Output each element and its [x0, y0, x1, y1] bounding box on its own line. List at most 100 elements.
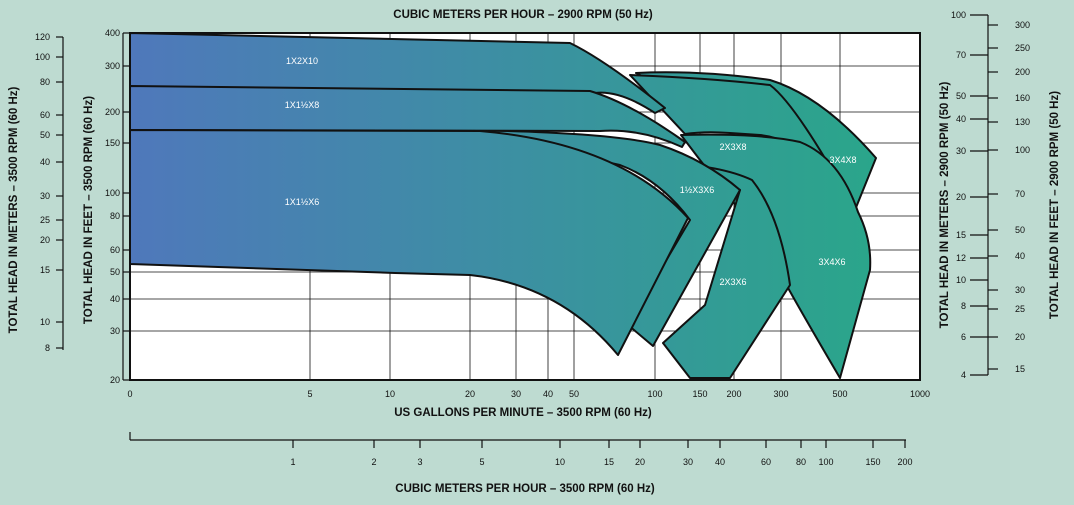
y-tick-meters60: 120 [35, 32, 50, 42]
label-1-5x3x6: 1½X3X6 [680, 185, 715, 195]
label-2x3x8: 2X3X8 [719, 142, 746, 152]
y-tick-feet50: 200 [1015, 67, 1030, 77]
x-tick-m3h: 60 [761, 457, 771, 467]
y-tick-meters60: 40 [40, 157, 50, 167]
x-tick-m3h: 80 [796, 457, 806, 467]
region-1x1-5x6 [129, 129, 689, 356]
y-tick-feet60: 60 [110, 245, 120, 255]
y-tick-meters50: 4 [961, 370, 966, 380]
y-tick-meters60: 60 [40, 110, 50, 120]
x-tick-m3h: 200 [897, 457, 912, 467]
y-tick-feet60: 40 [110, 294, 120, 304]
y-tick-feet50: 250 [1015, 43, 1030, 53]
x-tick-gpm: 10 [385, 389, 395, 399]
top-axis-title: CUBIC METERS PER HOUR – 2900 RPM (50 Hz) [393, 9, 653, 21]
x-tick-gpm: 5 [307, 389, 312, 399]
y-tick-meters60: 15 [40, 265, 50, 275]
x-tick-m3h: 15 [604, 457, 614, 467]
y-tick-meters50: 12 [956, 253, 966, 263]
label-2x3x6: 2X3X6 [719, 277, 746, 287]
label-1x1-5x8: 1X1½X8 [285, 100, 320, 110]
label-1x1-5x6: 1X1½X6 [285, 197, 320, 207]
y-tick-meters60: 20 [40, 235, 50, 245]
x-tick-gpm: 20 [465, 389, 475, 399]
x-tick-gpm: 50 [569, 389, 579, 399]
y-axis-title-left-inner: TOTAL HEAD IN FEET – 3500 RPM (60 Hz) [83, 96, 95, 324]
y-tick-meters50: 40 [956, 114, 966, 124]
x-axis-gpm-ticks: 0 5 10 20 30 40 50 100 150 200 300 500 1000 [127, 389, 930, 399]
y-tick-feet50: 25 [1015, 304, 1025, 314]
y-tick-meters50: 8 [961, 301, 966, 311]
y-tick-feet50: 300 [1015, 20, 1030, 30]
y-tick-meters50: 10 [956, 275, 966, 285]
y-tick-feet60: 80 [110, 211, 120, 221]
x-tick-m3h: 2 [371, 457, 376, 467]
y-tick-feet50: 160 [1015, 93, 1030, 103]
label-3x4x6: 3X4X6 [818, 257, 845, 267]
region-1-5x3x6 [459, 129, 741, 347]
x-tick-m3h: 150 [865, 457, 880, 467]
y-tick-feet50: 70 [1015, 189, 1025, 199]
x-tick-m3h: 3 [417, 457, 422, 467]
x-tick-gpm: 500 [832, 389, 847, 399]
y-tick-feet60: 20 [110, 375, 120, 385]
y-tick-meters60: 30 [40, 191, 50, 201]
y-axis-feet-60hz-ticks: 400 300 200 150 100 80 60 50 40 30 20 [105, 28, 130, 385]
x-tick-m3h: 10 [555, 457, 565, 467]
y-tick-meters60: 8 [45, 343, 50, 353]
y-tick-feet50: 20 [1015, 332, 1025, 342]
plot-frame [129, 32, 921, 381]
region-labels: 1X2X10 1X1½X8 1X1½X6 1½X3X6 2X3X8 2X3X6 … [285, 56, 857, 287]
x-tick-gpm: 40 [543, 389, 553, 399]
x-tick-gpm: 150 [692, 389, 707, 399]
y-axis-title-left-outer: TOTAL HEAD IN METERS – 3500 RPM (60 Hz) [8, 87, 20, 334]
x-tick-m3h: 1 [290, 457, 295, 467]
y-tick-meters60: 100 [35, 52, 50, 62]
y-tick-meters50: 20 [956, 192, 966, 202]
y-tick-feet60: 30 [110, 326, 120, 336]
y-tick-feet60: 200 [105, 107, 120, 117]
pump-regions [129, 32, 877, 379]
x-tick-gpm: 30 [511, 389, 521, 399]
x-tick-m3h: 40 [715, 457, 725, 467]
x-tick-m3h: 20 [635, 457, 645, 467]
y-tick-meters50: 6 [961, 332, 966, 342]
y-axis-meters-50hz-ticks: 100 70 50 40 30 20 15 12 10 8 6 4 [951, 10, 988, 380]
y-tick-feet50: 130 [1015, 117, 1030, 127]
y-tick-meters60: 80 [40, 77, 50, 87]
region-1x2x10 [129, 32, 666, 114]
y-tick-meters60: 50 [40, 130, 50, 140]
y-tick-meters50: 30 [956, 146, 966, 156]
y-tick-feet50: 40 [1015, 251, 1025, 261]
x-tick-m3h: 100 [818, 457, 833, 467]
x-tick-gpm: 0 [127, 389, 132, 399]
y-axis-meters-60hz-ticks: 120 100 80 60 50 40 30 25 20 15 10 8 [35, 32, 63, 353]
y-tick-feet50: 50 [1015, 225, 1025, 235]
x-tick-m3h: 5 [479, 457, 484, 467]
y-tick-meters50: 50 [956, 91, 966, 101]
y-tick-feet60: 400 [105, 28, 120, 38]
label-1x2x10: 1X2X10 [286, 56, 318, 66]
y-tick-feet50: 15 [1015, 364, 1025, 374]
y-tick-meters50: 15 [956, 230, 966, 240]
y-tick-feet60: 300 [105, 61, 120, 71]
x-axis-title: US GALLONS PER MINUTE – 3500 RPM (60 Hz) [394, 407, 652, 419]
y-tick-feet50: 100 [1015, 145, 1030, 155]
y-tick-feet60: 150 [105, 138, 120, 148]
y-tick-meters50: 100 [951, 10, 966, 20]
label-3x4x8: 3X4X8 [829, 155, 856, 165]
y-tick-feet50: 30 [1015, 285, 1025, 295]
y-tick-meters50: 70 [956, 50, 966, 60]
y-tick-meters60: 10 [40, 317, 50, 327]
y-tick-feet60: 100 [105, 188, 120, 198]
y-tick-meters60: 25 [40, 215, 50, 225]
bottom-axis-title: CUBIC METERS PER HOUR – 3500 RPM (60 Hz) [395, 483, 655, 495]
y-axis-feet-50hz-ticks: 300 250 200 160 130 100 70 50 40 30 25 20 15 [988, 20, 1030, 374]
x-axis-m3h-60hz-ticks: 1 2 3 5 10 15 20 30 40 60 80 100 150 200 [129, 432, 913, 467]
y-axis-title-right-inner: TOTAL HEAD IN METERS – 2900 RPM (50 Hz) [939, 82, 951, 329]
x-tick-gpm: 300 [773, 389, 788, 399]
y-axis-title-right-outer: TOTAL HEAD IN FEET – 2900 RPM (50 Hz) [1049, 91, 1061, 319]
y-tick-feet60: 50 [110, 267, 120, 277]
